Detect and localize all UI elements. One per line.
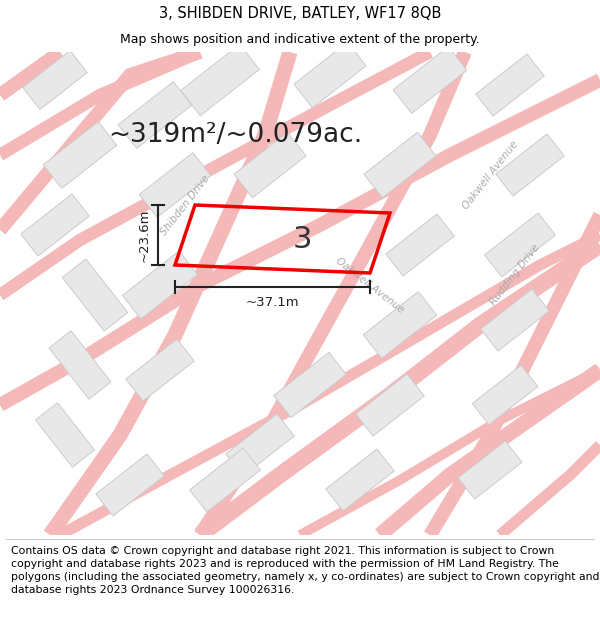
Polygon shape [43, 122, 117, 188]
Polygon shape [190, 448, 260, 512]
Polygon shape [393, 47, 467, 113]
Text: Shibden Drive: Shibden Drive [158, 173, 211, 237]
Polygon shape [122, 251, 197, 319]
Polygon shape [49, 331, 111, 399]
Text: Rudding Drive: Rudding Drive [488, 242, 542, 308]
Text: 3: 3 [293, 224, 312, 254]
Polygon shape [481, 289, 549, 351]
Polygon shape [274, 352, 346, 418]
Polygon shape [181, 44, 259, 116]
Polygon shape [356, 374, 424, 436]
Polygon shape [234, 132, 306, 198]
Text: ~37.1m: ~37.1m [245, 296, 299, 309]
Polygon shape [364, 132, 436, 198]
Polygon shape [458, 441, 522, 499]
Polygon shape [139, 152, 211, 218]
Text: 3, SHIBDEN DRIVE, BATLEY, WF17 8QB: 3, SHIBDEN DRIVE, BATLEY, WF17 8QB [159, 6, 441, 21]
Polygon shape [294, 42, 366, 107]
Polygon shape [96, 454, 164, 516]
Polygon shape [126, 339, 194, 401]
Polygon shape [21, 194, 89, 256]
Text: Oakwell Avenue: Oakwell Avenue [334, 256, 406, 314]
Polygon shape [496, 134, 564, 196]
Text: Contains OS data © Crown copyright and database right 2021. This information is : Contains OS data © Crown copyright and d… [11, 546, 599, 596]
Polygon shape [386, 214, 454, 276]
Text: ~319m²/~0.079ac.: ~319m²/~0.079ac. [108, 122, 362, 148]
Polygon shape [326, 449, 394, 511]
Polygon shape [35, 402, 95, 468]
Polygon shape [226, 414, 294, 476]
Text: Oakwell Avenue: Oakwell Avenue [460, 139, 520, 211]
Polygon shape [363, 292, 437, 358]
Polygon shape [23, 51, 87, 109]
Polygon shape [472, 365, 538, 425]
Text: ~23.6m: ~23.6m [137, 208, 151, 262]
Text: Map shows position and indicative extent of the property.: Map shows position and indicative extent… [120, 32, 480, 46]
Polygon shape [62, 259, 128, 331]
Polygon shape [485, 213, 556, 277]
Polygon shape [118, 82, 192, 148]
Polygon shape [476, 54, 544, 116]
